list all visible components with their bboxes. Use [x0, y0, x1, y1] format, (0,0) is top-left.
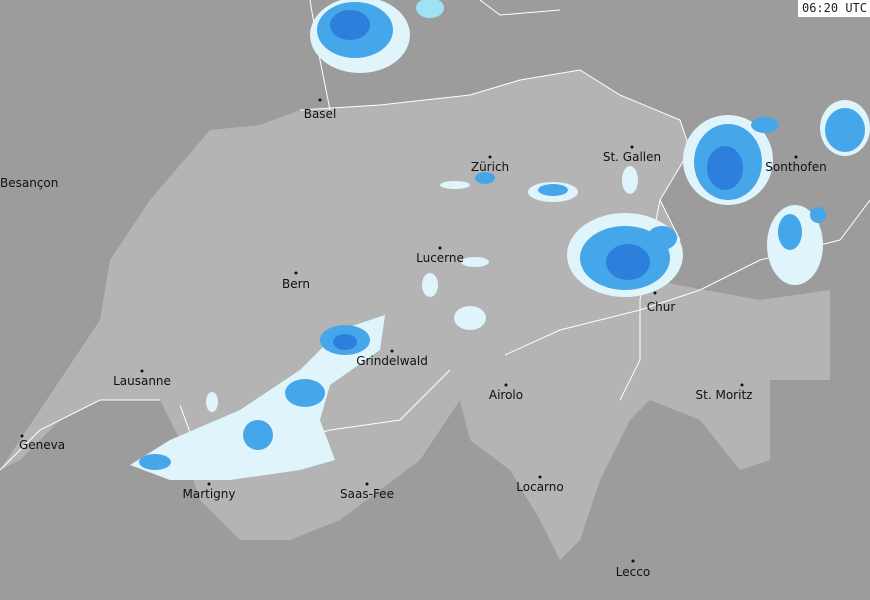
city-basel: Basel	[304, 107, 337, 121]
city-st-gallen: St. Gallen	[603, 150, 661, 164]
city-labels: Basel Besançon Zürich St. Gallen Sonthof…	[0, 107, 827, 579]
city-locarno: Locarno	[516, 480, 563, 494]
city-lucerne: Lucerne	[416, 251, 464, 265]
city-geneva: Geneva	[19, 438, 65, 452]
city-chur: Chur	[647, 300, 676, 314]
city-grindelwald: Grindelwald	[356, 354, 428, 368]
city-airolo: Airolo	[489, 388, 523, 402]
city-sonthofen: Sonthofen	[765, 160, 826, 174]
city-markers	[20, 98, 798, 563]
precipitation	[130, 0, 870, 480]
city-bern: Bern	[282, 277, 310, 291]
city-lausanne: Lausanne	[113, 374, 171, 388]
city-zurich: Zürich	[471, 160, 509, 174]
timestamp-label: 06:20 UTC	[797, 0, 870, 17]
city-besancon: Besançon	[0, 176, 58, 190]
city-martigny: Martigny	[182, 487, 235, 501]
city-saas-fee: Saas-Fee	[340, 487, 394, 501]
city-st-moritz: St. Moritz	[696, 388, 753, 402]
city-lecco: Lecco	[616, 565, 650, 579]
